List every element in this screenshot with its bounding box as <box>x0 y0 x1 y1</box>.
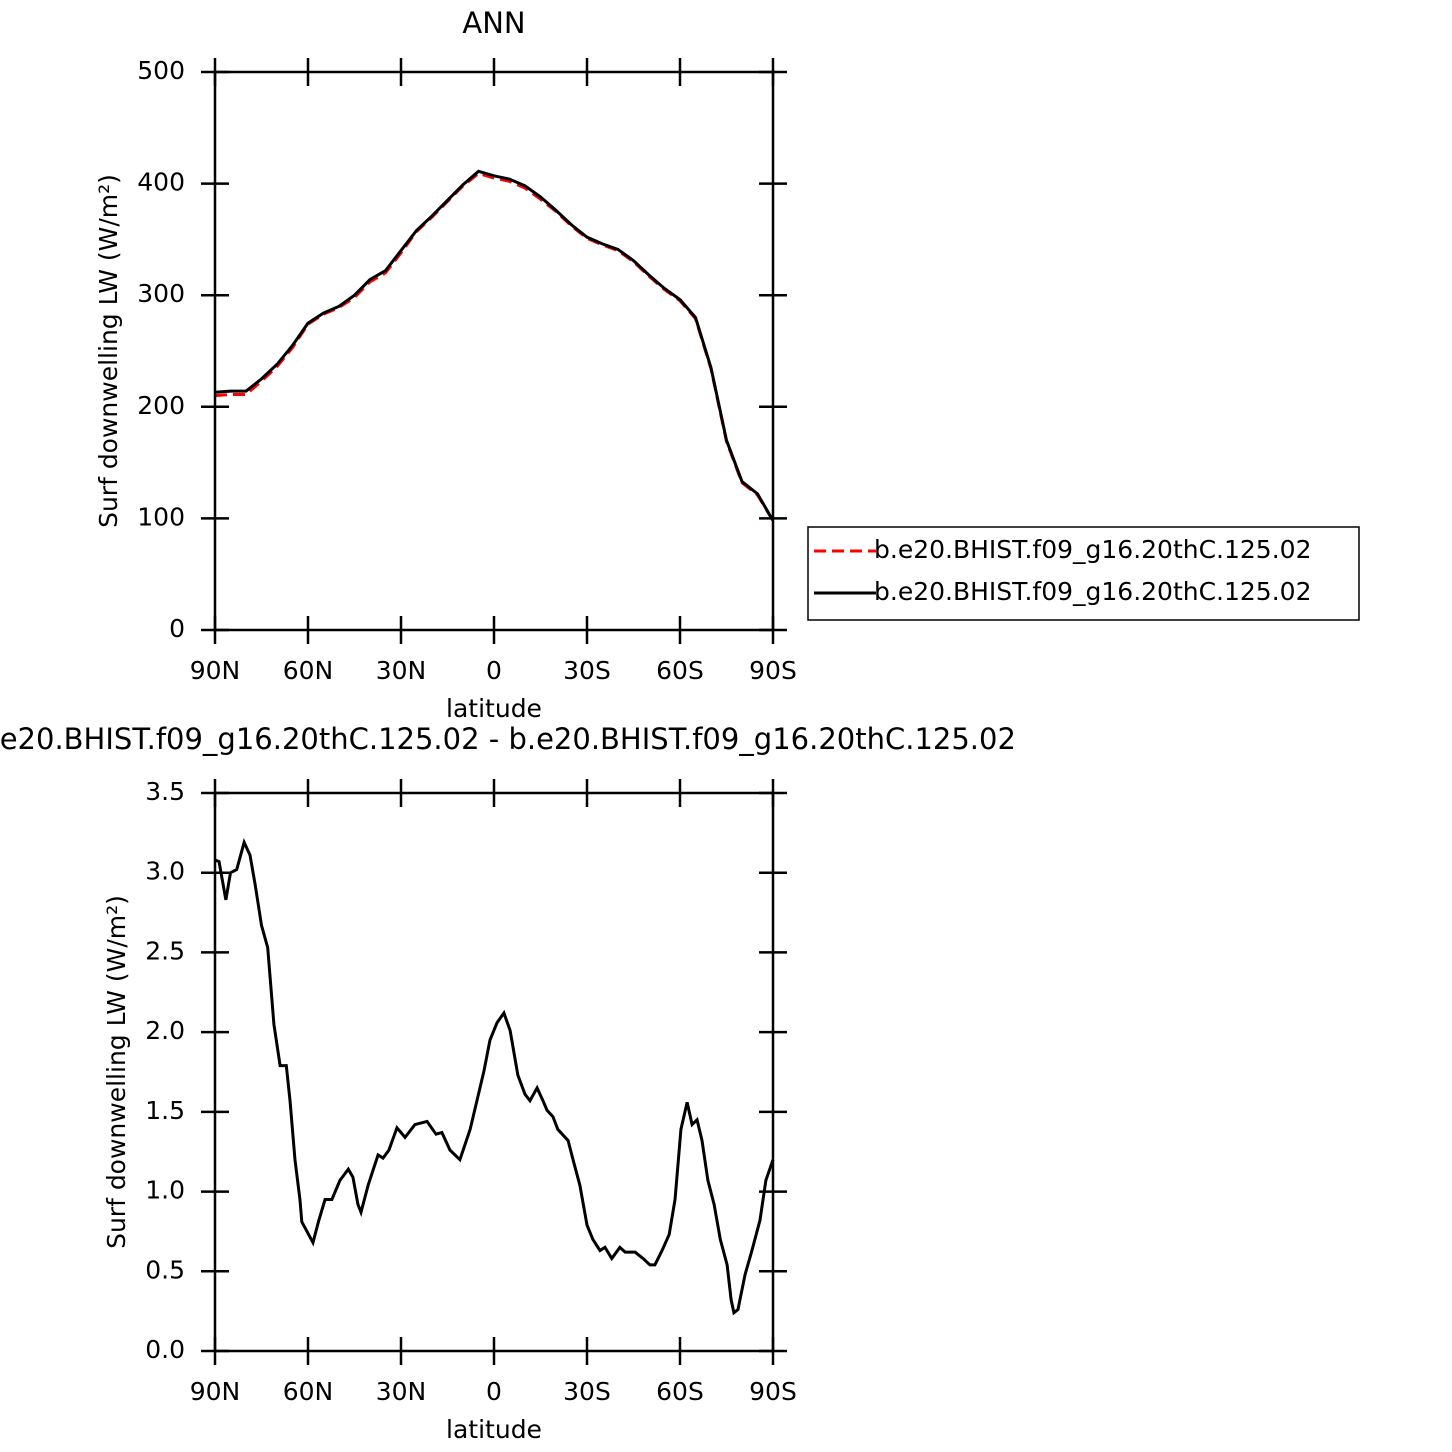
x-tick-label: 60N <box>283 1377 334 1406</box>
y-tick-label: 100 <box>137 502 185 531</box>
data-line <box>214 171 775 522</box>
x-tick-label: 0 <box>486 1377 502 1406</box>
x-tick-label: 0 <box>486 656 502 685</box>
x-axis-label: latitude <box>446 1415 542 1444</box>
y-tick-label: 1.0 <box>145 1176 185 1205</box>
legend-label: b.e20.BHIST.f09_g16.20thC.125.02 <box>874 535 1311 564</box>
y-tick-label: 300 <box>137 279 185 308</box>
y-tick-label: 200 <box>137 391 185 420</box>
y-tick-label: 0 <box>169 614 185 643</box>
chart-title: b.e20.BHIST.f09_g16.20thC.125.02 - b.e20… <box>0 722 1016 756</box>
y-axis-label: Surf downwelling LW (W/m²) <box>94 174 123 528</box>
y-tick-label: 1.5 <box>145 1096 185 1125</box>
y-tick-label: 500 <box>137 56 185 85</box>
data-line <box>214 169 775 522</box>
data-line <box>214 838 775 1316</box>
y-tick-label: 3.0 <box>145 857 185 886</box>
y-tick-label: 400 <box>137 168 185 197</box>
legend-label: b.e20.BHIST.f09_g16.20thC.125.02 <box>874 577 1311 606</box>
plot-frame <box>213 70 775 632</box>
x-tick-label: 30S <box>563 1377 611 1406</box>
legend-box <box>807 526 1360 621</box>
x-tick-label: 60S <box>656 656 704 685</box>
x-tick-label: 30N <box>376 656 427 685</box>
x-axis-label: latitude <box>446 694 542 723</box>
x-tick-label: 90S <box>749 1377 797 1406</box>
x-tick-label: 60S <box>656 1377 704 1406</box>
y-axis-label: Surf downwelling LW (W/m²) <box>102 895 131 1249</box>
chart-title: ANN <box>462 6 525 40</box>
x-tick-label: 30N <box>376 1377 427 1406</box>
y-tick-label: 3.5 <box>145 777 185 806</box>
x-tick-label: 90S <box>749 656 797 685</box>
plot-frame <box>213 791 775 1353</box>
y-tick-label: 2.5 <box>145 936 185 965</box>
x-tick-label: 90N <box>190 1377 241 1406</box>
y-tick-label: 2.0 <box>145 1016 185 1045</box>
y-tick-label: 0.0 <box>145 1335 185 1364</box>
x-tick-label: 60N <box>283 656 334 685</box>
x-tick-label: 90N <box>190 656 241 685</box>
y-tick-label: 0.5 <box>145 1255 185 1284</box>
x-tick-label: 30S <box>563 656 611 685</box>
